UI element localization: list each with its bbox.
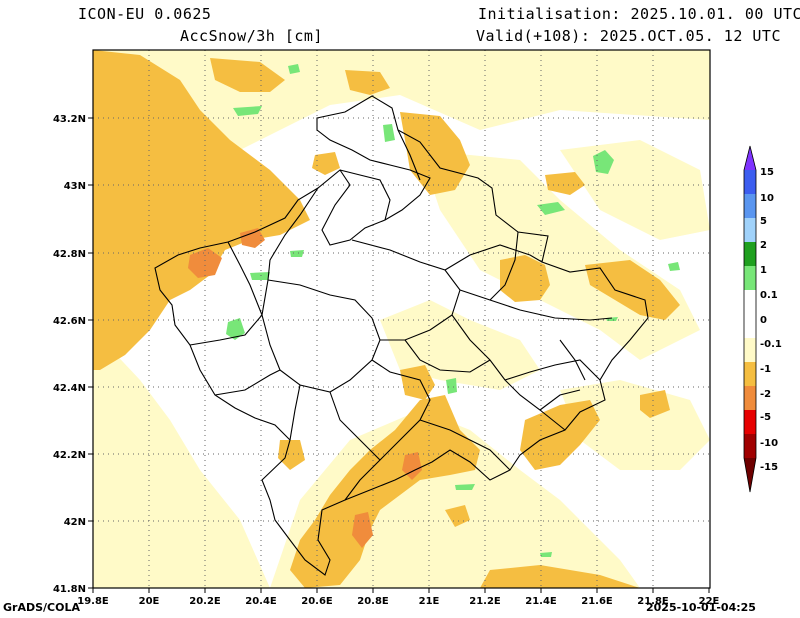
lon-label: 19.8E [77, 596, 109, 607]
model-title: ICON-EU 0.0625 [78, 5, 212, 23]
lat-label: 42.2N [53, 450, 86, 461]
legend-swatch [744, 290, 756, 314]
legend-label: 15 [760, 167, 774, 178]
lon-label: 21E [419, 596, 440, 607]
legend-swatch [744, 170, 756, 194]
lon-label: 21.6E [581, 596, 613, 607]
valid-time: Valid(+108): 2025.OCT.05. 12 UTC [476, 27, 781, 45]
render-timestamp: 2025-10-01-04:25 [646, 601, 756, 614]
legend-swatch [744, 266, 756, 290]
legend-label: -1 [760, 364, 771, 375]
lat-label: 43.2N [53, 114, 86, 125]
legend-colorbar: 15 10 5 2 1 0.1 0 -0.1 -1 -2 -5 -10 -15 [743, 145, 782, 493]
map-frame [92, 49, 711, 589]
legend-label: 0 [760, 315, 767, 326]
lat-label: 42.6N [53, 316, 86, 327]
legend-top-arrow [744, 146, 756, 170]
snow-field [93, 50, 710, 588]
lat-label: 43N [64, 181, 86, 192]
field-title: AccSnow/3h [cm] [180, 27, 323, 45]
legend-swatch [744, 194, 756, 218]
lat-label: 42.8N [53, 249, 86, 260]
lon-label: 21.2E [469, 596, 501, 607]
legend-bottom-arrow [744, 458, 756, 492]
legend-label: -15 [760, 462, 778, 473]
legend-swatch [744, 434, 756, 458]
legend-swatch [744, 386, 756, 410]
legend-label: 5 [760, 216, 767, 227]
lat-label: 41.8N [53, 584, 86, 595]
lon-label: 20.4E [245, 596, 277, 607]
lon-label: 21.8E [637, 596, 669, 607]
legend-label: 2 [760, 240, 767, 251]
legend-label: -10 [760, 438, 778, 449]
legend-swatch [744, 314, 756, 338]
legend-swatch [744, 362, 756, 386]
legend-label: 0.1 [760, 290, 778, 301]
lon-label: 21.4E [525, 596, 557, 607]
legend-label: -2 [760, 389, 771, 400]
software-credit: GrADS/COLA [3, 601, 80, 614]
lon-label: 20.8E [357, 596, 389, 607]
lat-label: 42N [64, 517, 86, 528]
initialisation-time: Initialisation: 2025.10.01. 00 UTC [478, 5, 800, 23]
lon-label: 20.6E [301, 596, 333, 607]
legend-swatch [744, 410, 756, 434]
lat-label: 42.4N [53, 383, 86, 394]
lon-label: 22E [699, 596, 720, 607]
legend-swatch [744, 338, 756, 362]
axis-ticks [88, 117, 710, 593]
legend-label: 1 [760, 265, 767, 276]
legend-label: -0.1 [760, 339, 782, 350]
lon-labels: 19.8E 20E 20.2E 20.4E 20.6E 20.8E 21E 21… [77, 596, 719, 607]
legend-swatch [744, 218, 756, 242]
legend-swatch [744, 242, 756, 266]
lat-labels: 43.2N 43N 42.8N 42.6N 42.4N 42.2N 42N 41… [53, 114, 86, 595]
lon-label: 20.2E [189, 596, 221, 607]
border-lines [154, 95, 649, 576]
legend-label: -5 [760, 412, 771, 423]
legend-labels: 15 10 5 2 1 0.1 0 -0.1 -1 -2 -5 -10 -15 [760, 167, 782, 473]
legend-label: 10 [760, 193, 774, 204]
lon-label: 20E [139, 596, 160, 607]
